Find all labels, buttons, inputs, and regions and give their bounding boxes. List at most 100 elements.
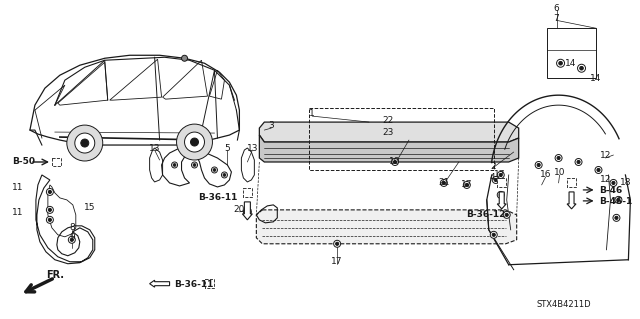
Text: 15: 15: [84, 204, 95, 212]
Text: 2: 2: [490, 162, 495, 172]
Circle shape: [46, 206, 53, 213]
Text: 23: 23: [382, 128, 394, 137]
Circle shape: [615, 216, 618, 219]
Circle shape: [442, 182, 445, 184]
Circle shape: [75, 133, 95, 153]
Text: 12: 12: [600, 151, 611, 160]
Text: B-36-11: B-36-11: [175, 280, 214, 289]
Circle shape: [392, 159, 399, 166]
Circle shape: [612, 182, 615, 184]
Circle shape: [46, 189, 53, 196]
Polygon shape: [259, 135, 518, 162]
Circle shape: [503, 211, 510, 218]
Text: B-50: B-50: [12, 158, 35, 167]
Bar: [309, 108, 493, 170]
Circle shape: [577, 160, 580, 164]
Circle shape: [81, 139, 89, 147]
Text: 14: 14: [565, 59, 576, 68]
FancyArrow shape: [243, 202, 252, 220]
Text: 19: 19: [389, 158, 401, 167]
Text: 14: 14: [590, 74, 601, 83]
Circle shape: [191, 162, 198, 168]
Bar: [497, 178, 506, 188]
Text: B-36-11: B-36-11: [198, 193, 237, 202]
Text: 5: 5: [225, 144, 230, 152]
Circle shape: [555, 154, 562, 161]
Circle shape: [557, 156, 560, 160]
Circle shape: [48, 218, 51, 221]
Text: STX4B4211D: STX4B4211D: [536, 300, 591, 309]
Circle shape: [48, 190, 51, 194]
Circle shape: [221, 172, 227, 178]
Circle shape: [499, 174, 502, 176]
Circle shape: [184, 132, 205, 152]
Text: B-46-1: B-46-1: [600, 197, 633, 206]
Circle shape: [492, 233, 495, 236]
Text: 8: 8: [69, 223, 75, 232]
Text: 13: 13: [149, 144, 161, 152]
Bar: [567, 178, 576, 188]
Bar: [52, 158, 61, 167]
Circle shape: [394, 160, 397, 164]
Text: 10: 10: [554, 168, 565, 177]
Text: 11: 11: [12, 208, 24, 217]
Bar: [243, 189, 252, 197]
Circle shape: [193, 164, 196, 166]
Text: 17: 17: [461, 181, 472, 189]
Circle shape: [243, 208, 252, 216]
Bar: [547, 28, 596, 78]
Text: 9: 9: [69, 233, 75, 242]
Circle shape: [48, 208, 51, 211]
Circle shape: [580, 66, 583, 70]
Text: 17: 17: [494, 170, 506, 180]
Circle shape: [70, 238, 74, 241]
Text: 18: 18: [620, 178, 631, 188]
Circle shape: [211, 167, 218, 173]
Circle shape: [223, 174, 226, 176]
Text: B-36-12: B-36-12: [466, 210, 506, 219]
Circle shape: [499, 193, 502, 197]
FancyArrow shape: [150, 280, 170, 287]
Circle shape: [595, 167, 602, 174]
Circle shape: [246, 210, 249, 214]
Circle shape: [68, 236, 76, 243]
Circle shape: [213, 169, 216, 171]
Circle shape: [492, 176, 499, 183]
Circle shape: [177, 124, 212, 160]
Circle shape: [617, 198, 620, 202]
Circle shape: [173, 164, 176, 166]
Text: 4: 4: [490, 174, 495, 182]
Text: 16: 16: [540, 170, 552, 180]
Text: 22: 22: [382, 115, 394, 125]
Circle shape: [557, 59, 564, 67]
Text: 21: 21: [438, 178, 449, 188]
Text: 17: 17: [332, 257, 343, 266]
Circle shape: [615, 197, 622, 204]
Circle shape: [463, 182, 470, 189]
Circle shape: [613, 214, 620, 221]
Text: 13: 13: [246, 144, 258, 152]
Bar: [205, 279, 214, 288]
Text: 7: 7: [554, 14, 559, 23]
Polygon shape: [257, 210, 516, 244]
Circle shape: [505, 213, 508, 216]
Circle shape: [67, 125, 103, 161]
Text: 11: 11: [12, 183, 24, 192]
Circle shape: [497, 191, 504, 198]
Text: 3: 3: [268, 121, 274, 130]
Text: FR.: FR.: [46, 270, 64, 280]
Circle shape: [597, 168, 600, 172]
Circle shape: [191, 138, 198, 146]
Circle shape: [577, 64, 586, 72]
FancyArrow shape: [567, 192, 576, 209]
Circle shape: [490, 231, 497, 238]
Circle shape: [182, 55, 188, 61]
Circle shape: [335, 242, 339, 245]
Text: 1: 1: [309, 108, 315, 118]
Polygon shape: [259, 122, 518, 142]
Text: 20: 20: [234, 205, 245, 214]
Text: 12: 12: [600, 175, 611, 184]
Circle shape: [610, 180, 617, 186]
Circle shape: [497, 172, 504, 178]
Circle shape: [172, 162, 177, 168]
